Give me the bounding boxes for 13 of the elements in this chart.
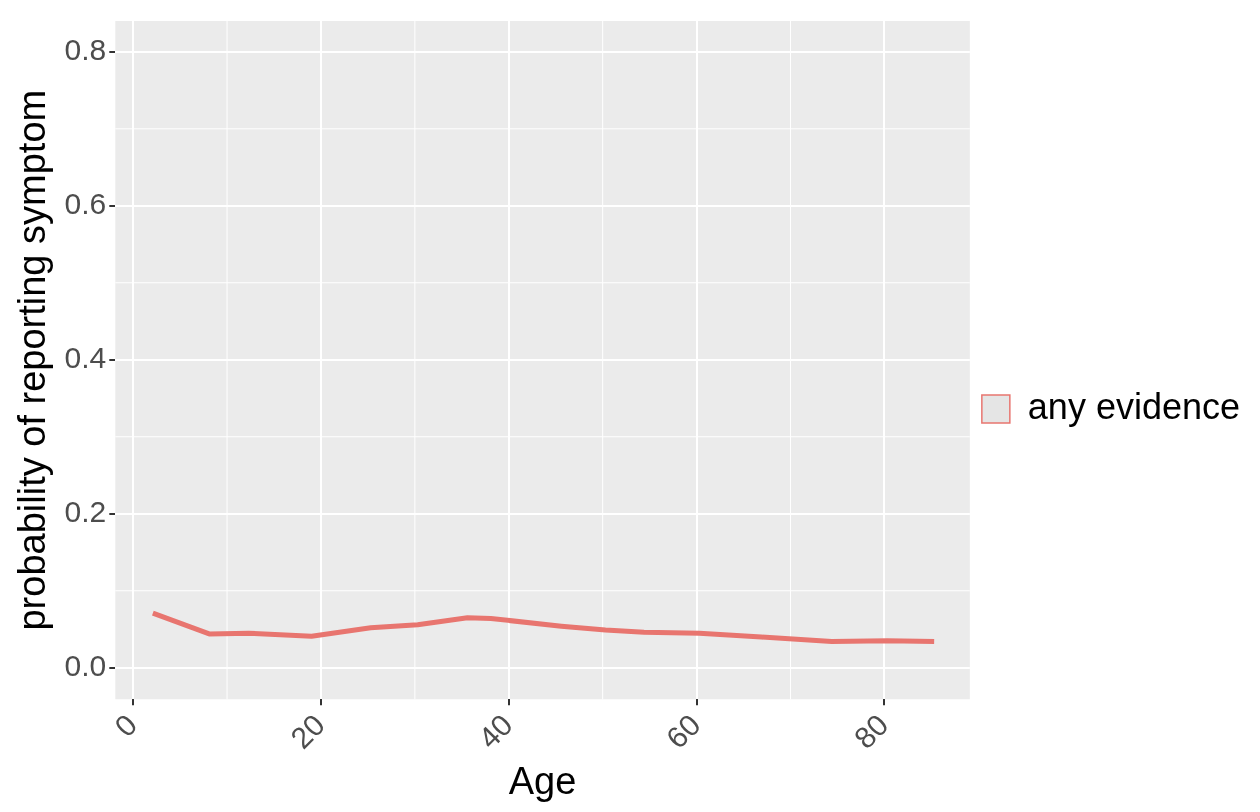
- x-tick-label: 80: [847, 707, 895, 755]
- x-tick-label: 60: [659, 707, 707, 755]
- x-tick-label: 20: [284, 707, 332, 755]
- x-tick-label: 40: [471, 707, 519, 755]
- y-tick-label: 0.8: [64, 33, 107, 67]
- y-tick-label: 0.0: [64, 649, 107, 683]
- y-axis-title: probability of reporting symptom: [11, 89, 54, 631]
- legend-label: any evidence: [1027, 385, 1241, 427]
- y-tick-label: 0.2: [64, 495, 107, 529]
- y-tick-label: 0.4: [64, 341, 107, 375]
- y-tick-label: 0.6: [64, 187, 107, 221]
- x-tick-label: 0: [108, 707, 144, 743]
- x-axis-title: Age: [508, 759, 577, 802]
